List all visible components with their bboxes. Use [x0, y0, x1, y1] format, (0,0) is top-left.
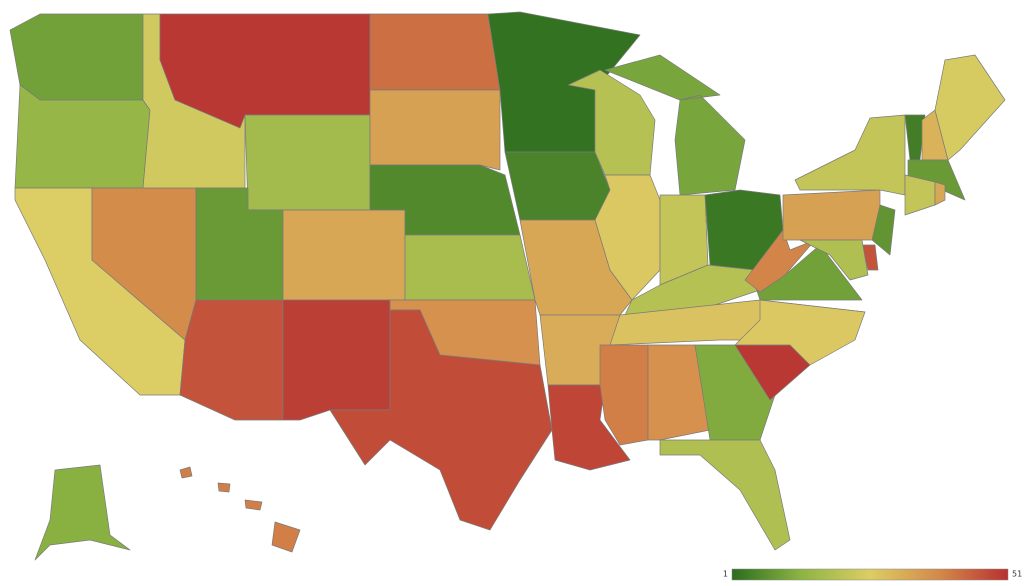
state [934, 181, 946, 206]
state [647, 344, 711, 441]
legend: 1 51 [723, 568, 1022, 581]
state [404, 234, 536, 301]
state [369, 13, 501, 91]
state [659, 439, 791, 551]
state [794, 114, 906, 196]
state [244, 114, 371, 211]
state [282, 299, 391, 421]
state [504, 151, 611, 221]
state [179, 466, 301, 553]
state [799, 239, 869, 281]
legend-max: 51 [1012, 570, 1022, 579]
state [14, 84, 151, 189]
state [282, 209, 406, 301]
state [34, 464, 131, 561]
state [734, 299, 866, 366]
state [9, 13, 144, 101]
state [871, 204, 896, 256]
state [369, 89, 501, 171]
state [329, 309, 553, 531]
legend-min: 1 [723, 570, 728, 579]
state [782, 189, 881, 241]
state [907, 159, 966, 201]
states [9, 11, 1006, 561]
state [934, 54, 1006, 161]
state [904, 174, 936, 216]
color-bar [731, 568, 1009, 581]
state [694, 344, 776, 441]
state [179, 299, 284, 421]
state [604, 54, 746, 196]
